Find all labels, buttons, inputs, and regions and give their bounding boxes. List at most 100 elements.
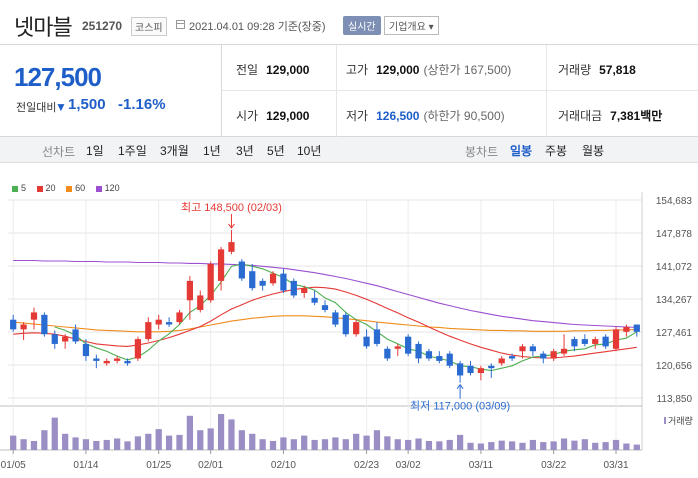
realtime-button[interactable]: 실시간	[343, 16, 381, 35]
volume-bar	[238, 430, 245, 450]
candle-body	[228, 242, 235, 252]
period-1w[interactable]: 1주일	[118, 144, 147, 158]
volume-bar	[321, 439, 329, 450]
stock-name: 넷마블	[14, 15, 73, 40]
y-tick-label: 134,267	[656, 295, 693, 306]
candlestick-chart[interactable]: 154,683 147,878 141,072 134,267 127,461 120,6…	[0, 192, 698, 478]
volume-bar	[51, 417, 58, 450]
period-1d[interactable]: 1일	[86, 144, 104, 158]
ma60-line	[13, 315, 637, 333]
volume-bar	[363, 435, 370, 450]
change-percent: -1.16%	[118, 96, 166, 113]
volume-bar	[540, 442, 547, 450]
stat-unit: 백만	[640, 109, 663, 123]
ma120-line	[13, 259, 637, 328]
legend-swatch	[12, 185, 18, 192]
stat-prev-close: 전일 129,000	[236, 61, 309, 78]
company-info-dropdown[interactable]: 기업개요 ▾	[384, 16, 439, 35]
lower-limit: (하한가 90,500)	[423, 109, 505, 123]
period-1y[interactable]: 1년	[203, 144, 221, 158]
candle-body	[519, 346, 526, 352]
candle-body	[72, 329, 79, 342]
x-tick-label: 02/10	[271, 460, 296, 471]
stat-value: 57,818	[599, 63, 636, 77]
down-arrow-icon: ▼	[55, 100, 67, 114]
candle-body	[446, 353, 453, 366]
stat-open: 시가 129,000	[236, 107, 309, 124]
period-5y[interactable]: 5년	[267, 144, 285, 158]
legend-label: 20	[45, 183, 56, 193]
volume-bar	[436, 441, 443, 450]
legend-ma5: 5	[12, 183, 26, 193]
candle-body	[82, 343, 90, 357]
candle-weekly[interactable]: 주봉	[545, 144, 568, 158]
volume-bar	[508, 441, 516, 450]
volume-bar	[82, 439, 90, 450]
candle-body	[560, 348, 568, 354]
candle-body	[134, 339, 142, 359]
volume-bar	[529, 439, 536, 450]
stat-label: 저가	[346, 109, 369, 123]
period-3y[interactable]: 3년	[236, 144, 254, 158]
candle-body	[363, 336, 370, 347]
stat-low: 저가 126,500 (하한가 90,500)	[346, 107, 505, 124]
candle-body	[373, 329, 381, 344]
candle-body	[633, 324, 640, 332]
stock-code: 251270	[82, 19, 123, 33]
candle-body	[93, 358, 100, 361]
candle-body	[436, 356, 443, 361]
x-tick-label: 01/25	[146, 460, 171, 471]
timestamp: 2021.04.01 09:28 기준(장중)	[189, 21, 326, 33]
x-tick-label: 02/23	[354, 460, 379, 471]
candle-daily[interactable]: 일봉	[510, 144, 533, 158]
candle-body	[477, 368, 485, 374]
volume-bar	[571, 440, 578, 450]
volume-bar	[311, 439, 318, 450]
volume-bar	[259, 439, 266, 450]
volume-bar	[456, 434, 464, 450]
candle-body	[62, 336, 69, 342]
candle-body	[51, 334, 58, 344]
candle-body	[165, 322, 173, 325]
legend-ma60: 60	[66, 183, 85, 193]
volume-bar	[623, 443, 630, 450]
volume-bar	[145, 433, 152, 450]
period-10y[interactable]: 10년	[297, 144, 322, 158]
x-tick-label: 01/14	[73, 460, 98, 471]
candle-body	[342, 314, 349, 335]
legend-swatch	[95, 185, 102, 192]
candle-body	[498, 358, 505, 364]
legend-swatch	[36, 185, 43, 192]
volume-bar	[124, 441, 131, 450]
candle-body	[290, 280, 297, 296]
market-badge: 코스피	[131, 17, 167, 36]
candle-monthly[interactable]: 월봉	[582, 144, 605, 158]
candle-body	[456, 363, 464, 376]
stat-high: 고가 129,000 (상한가 167,500)	[346, 61, 511, 78]
stat-value: 7,381	[610, 109, 641, 123]
candle-body	[321, 305, 329, 310]
period-3m[interactable]: 3개월	[160, 144, 189, 158]
volume-bar	[155, 429, 162, 450]
candle-body	[207, 263, 214, 301]
volume-bar	[581, 439, 588, 450]
volume-bar	[519, 442, 526, 450]
legend-label: 60	[75, 183, 86, 193]
volume-bar	[415, 438, 422, 450]
candle-body	[508, 356, 516, 359]
divider	[546, 45, 547, 137]
legend-label: 5	[21, 183, 27, 193]
volume-bar	[560, 438, 568, 450]
volume-bar	[197, 430, 204, 450]
candle-body	[269, 273, 277, 284]
candle-body	[197, 295, 204, 310]
volume-bar	[93, 441, 100, 450]
candle-body	[280, 273, 287, 291]
volume-bar	[633, 444, 640, 450]
candle-body	[217, 249, 225, 281]
candle-body	[249, 271, 256, 289]
candle-body	[612, 329, 620, 349]
stat-value: 129,000	[266, 63, 310, 77]
line-chart-label: 선차트	[42, 145, 76, 159]
legend-ma20: 20	[36, 183, 56, 193]
